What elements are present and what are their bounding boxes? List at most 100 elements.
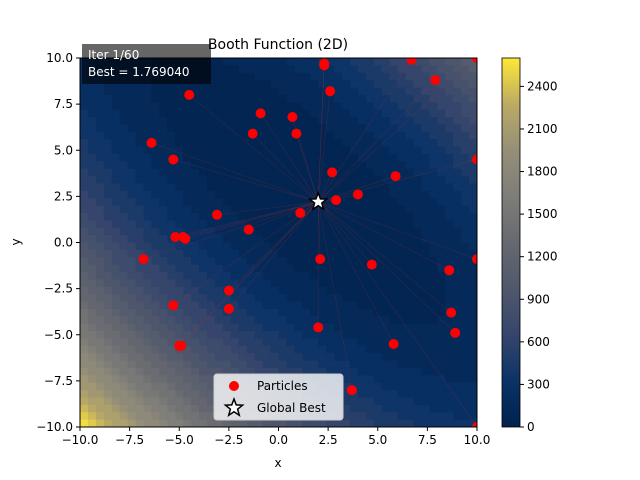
contour-cell: [238, 124, 248, 133]
contour-cell: [87, 286, 97, 295]
particle-trail: [188, 94, 319, 203]
contour-cell: [143, 109, 153, 118]
contour-cell: [469, 301, 477, 310]
contour-cell: [429, 397, 438, 406]
contour-cell: [262, 153, 272, 162]
contour-cell: [326, 65, 335, 74]
contour-cell: [349, 198, 359, 207]
contour-cell: [302, 294, 311, 303]
contour-cell: [159, 176, 168, 185]
contour-cell: [254, 72, 264, 81]
contour-cell: [183, 80, 192, 89]
contour-cell: [445, 109, 454, 118]
contour-cell: [278, 353, 288, 362]
contour-cell: [342, 353, 351, 362]
contour-cell: [167, 205, 176, 214]
contour-cell: [349, 220, 359, 229]
contour-cell: [349, 249, 359, 258]
contour-cell: [270, 176, 280, 185]
contour-cell: [143, 419, 153, 427]
contour-cell: [222, 235, 232, 244]
contour-cell: [135, 301, 145, 310]
contour-cell: [230, 316, 240, 325]
contour-cell: [437, 102, 446, 111]
contour-cell: [310, 331, 319, 340]
contour-cell: [119, 272, 129, 280]
contour-cell: [119, 139, 129, 148]
contour-cell: [421, 198, 430, 207]
contour-cell: [381, 375, 391, 384]
contour-cell: [222, 294, 232, 303]
contour-cell: [413, 220, 423, 229]
contour-cell: [469, 345, 477, 354]
contour-cell: [87, 212, 97, 221]
contour-cell: [357, 367, 367, 376]
contour-cell: [87, 294, 97, 303]
contour-cell: [437, 419, 446, 427]
contour-cell: [222, 338, 232, 347]
contour-cell: [183, 360, 192, 369]
contour-cell: [103, 139, 113, 148]
contour-cell: [167, 190, 176, 199]
contour-cell: [413, 375, 423, 384]
contour-cell: [389, 294, 399, 303]
contour-cell: [111, 153, 121, 162]
contour-cell: [445, 131, 454, 140]
contour-cell: [429, 168, 438, 177]
particle-point: [138, 254, 149, 265]
contour-cell: [453, 345, 462, 354]
contour-cell: [119, 294, 129, 303]
contour-cell: [199, 102, 208, 111]
contour-cell: [95, 139, 105, 148]
contour-cell: [429, 360, 438, 369]
contour-cell: [461, 382, 470, 391]
contour-cell: [429, 212, 438, 221]
contour-cell: [397, 301, 407, 310]
contour-cell: [318, 301, 327, 310]
contour-cell: [135, 124, 145, 133]
contour-cell: [278, 205, 288, 214]
contour-cell: [278, 345, 288, 354]
contour-cell: [326, 183, 335, 192]
contour-cell: [405, 212, 415, 221]
contour-cell: [207, 94, 216, 103]
contour-cell: [199, 190, 208, 199]
contour-cell: [381, 124, 391, 133]
contour-cell: [230, 323, 240, 332]
contour-cell: [334, 264, 343, 273]
contour-cell: [159, 249, 168, 258]
contour-cell: [80, 161, 89, 170]
contour-cell: [238, 367, 248, 376]
contour-cell: [103, 183, 113, 192]
contour-cell: [469, 117, 477, 126]
contour-cell: [87, 404, 97, 413]
contour-cell: [175, 183, 184, 192]
particle-point: [327, 167, 338, 178]
contour-cell: [135, 419, 145, 427]
contour-cell: [254, 301, 264, 310]
contour-cell: [413, 227, 423, 236]
contour-cell: [445, 80, 454, 89]
contour-cell: [143, 367, 153, 376]
contour-cell: [405, 235, 415, 244]
contour-cell: [199, 176, 208, 185]
contour-cell: [143, 176, 153, 185]
contour-cell: [445, 390, 454, 399]
contour-cell: [159, 124, 168, 133]
contour-cell: [222, 161, 232, 170]
y-tick-label: 5.0: [54, 143, 73, 157]
contour-cell: [326, 308, 335, 317]
contour-cell: [334, 242, 343, 251]
contour-cell: [437, 146, 446, 155]
contour-cell: [429, 161, 438, 170]
contour-cell: [119, 109, 129, 118]
contour-cell: [397, 308, 407, 317]
contour-cell: [349, 301, 359, 310]
contour-cell: [159, 131, 168, 140]
contour-cell: [175, 279, 184, 288]
contour-cell: [278, 109, 288, 118]
contour-cell: [151, 279, 160, 288]
contour-cell: [294, 183, 303, 192]
contour-cell: [437, 183, 446, 192]
contour-cell: [167, 220, 176, 229]
